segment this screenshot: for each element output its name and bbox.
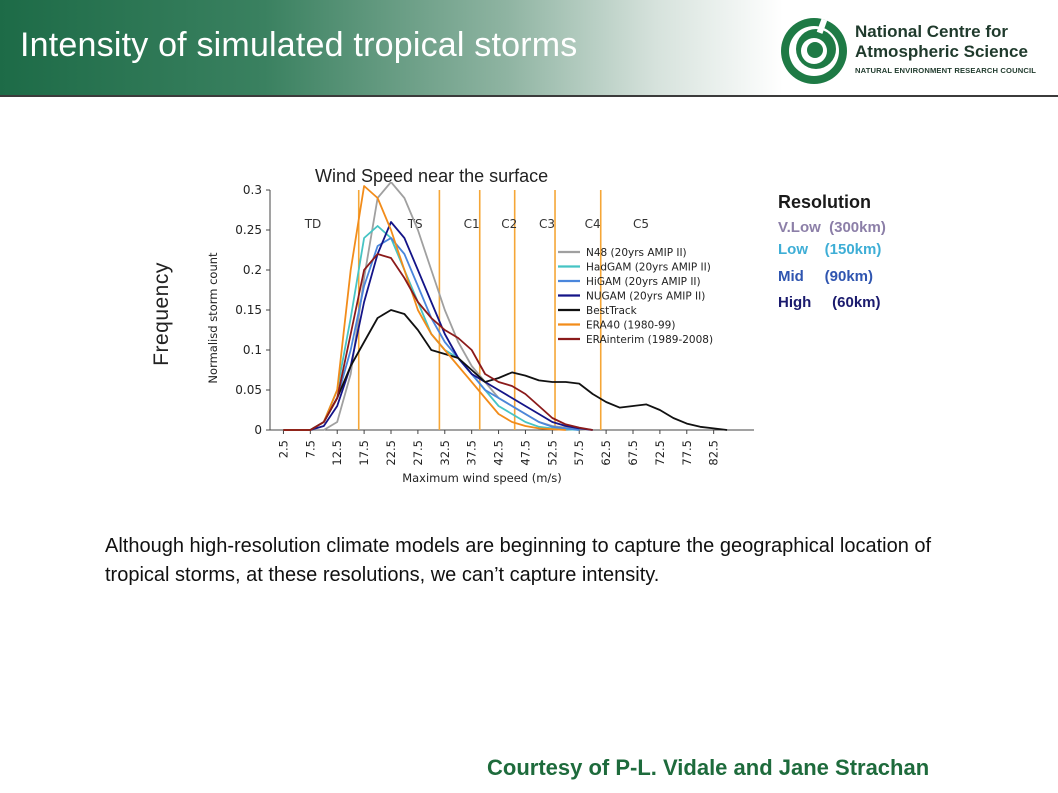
x-tick-label: 72.5	[653, 440, 667, 466]
category-label: TD	[304, 217, 322, 231]
x-tick-label: 22.5	[384, 440, 398, 466]
chart-title: Wind Speed near the surface	[315, 166, 549, 186]
body-paragraph: Although high-resolution climate models …	[105, 535, 932, 586]
category-label: C3	[539, 217, 555, 231]
x-tick-label: 57.5	[572, 440, 586, 466]
logo-subtitle: NATURAL ENVIRONMENT RESEARCH COUNCIL	[855, 66, 1037, 75]
credit-line: Courtesy of P-L. Vidale and Jane Stracha…	[487, 755, 930, 780]
x-tick-label: 12.5	[330, 440, 344, 466]
x-tick-label: 52.5	[545, 440, 559, 466]
x-tick-label: 67.5	[626, 440, 640, 466]
x-tick-label: 27.5	[411, 440, 425, 466]
y-tick-label: 0.05	[235, 383, 262, 397]
legend-entry: BestTrack	[586, 305, 638, 317]
logo-name-line1: National Centre for	[855, 22, 1009, 41]
legend-entry: HiGAM (20yrs AMIP II)	[586, 276, 701, 288]
y-tick-label: 0.3	[243, 183, 262, 197]
header-bar	[0, 0, 1058, 96]
legend-entry: HadGAM (20yrs AMIP II)	[586, 262, 711, 274]
x-tick-label: 2.5	[276, 440, 290, 458]
x-tick-label: 47.5	[518, 440, 532, 466]
series-line-1	[283, 225, 580, 431]
y-tick-label: 0.15	[235, 303, 262, 317]
resolution-row-mid: Mid (90km)	[778, 268, 874, 285]
x-tick-label: 32.5	[438, 440, 452, 466]
series-line-2	[283, 237, 580, 431]
y-tick-label: 0.2	[243, 263, 262, 277]
logo-name-line2: Atmospheric Science	[855, 42, 1028, 61]
x-tick-label: 37.5	[465, 440, 479, 466]
x-tick-label: 62.5	[599, 440, 613, 466]
category-label: C4	[585, 217, 601, 231]
legend-entry: ERAinterim (1989-2008)	[586, 334, 713, 346]
ncas-swirl-logo-icon	[781, 18, 847, 84]
x-tick-label: 82.5	[707, 440, 721, 466]
y-tick-label: 0.1	[243, 343, 262, 357]
category-label: C2	[501, 217, 517, 231]
series-line-6	[283, 253, 593, 431]
resolution-row-high: High (60km)	[778, 294, 881, 311]
category-label: C5	[633, 217, 649, 231]
resolution-row-vlow: V.Low (300km)	[778, 219, 886, 236]
legend-entry: ERA40 (1980-99)	[586, 320, 675, 332]
category-label: C1	[464, 217, 480, 231]
resolution-row-low: Low (150km)	[778, 241, 882, 258]
series-line-5	[283, 185, 566, 431]
x-tick-label: 7.5	[303, 440, 317, 458]
ncas-logo	[781, 18, 847, 84]
y-axis-label: Normalisd storm count	[206, 252, 220, 384]
x-axis-label: Maximum wind speed (m/s)	[402, 471, 562, 485]
series-line-3	[283, 221, 593, 431]
legend-entry: N48 (20yrs AMIP II)	[586, 247, 687, 259]
wind-speed-chart: 0 0.05 0.1 0.15 0.2 0.25 0.3 2.5 7.5 12.5 17.5 22.5…	[206, 182, 754, 485]
y-tick-label: 0	[254, 423, 262, 437]
resolution-legend-title: Resolution	[778, 192, 871, 212]
frequency-label: Frequency	[150, 262, 173, 366]
legend-entry: NUGAM (20yrs AMIP II)	[586, 291, 705, 303]
x-tick-label: 77.5	[680, 440, 694, 466]
slide-title: Intensity of simulated tropical storms	[20, 26, 578, 64]
header-divider	[0, 95, 1058, 97]
y-tick-label: 0.25	[235, 223, 262, 237]
series-line-4	[283, 309, 728, 431]
x-tick-label: 42.5	[492, 440, 506, 466]
x-tick-label: 17.5	[357, 440, 371, 466]
